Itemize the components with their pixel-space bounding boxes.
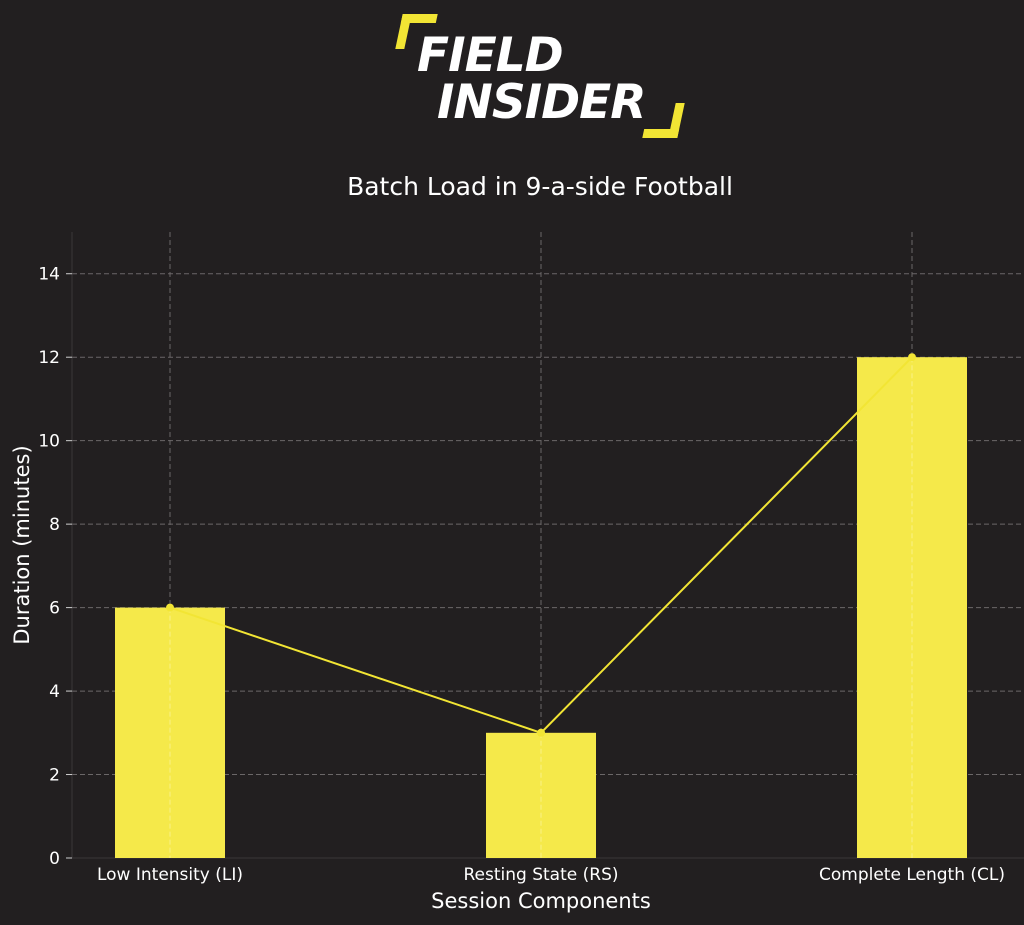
y-tick-label: 6 xyxy=(49,599,60,619)
chart-title: Batch Load in 9-a-side Football xyxy=(347,172,733,201)
y-tick-label: 14 xyxy=(38,265,60,285)
x-tick-label: Low Intensity (LI) xyxy=(97,865,243,885)
logo-text-line1: FIELD xyxy=(417,28,564,83)
y-tick-label: 0 xyxy=(49,849,60,869)
y-tick-label: 2 xyxy=(49,766,60,786)
field-insider-logo: FIELD INSIDER xyxy=(395,10,685,142)
series-point xyxy=(908,353,916,362)
y-tick-label: 10 xyxy=(38,432,60,452)
x-axis-label: Session Components xyxy=(431,889,651,913)
y-tick-label: 12 xyxy=(38,348,60,368)
y-axis-label: Duration (minutes) xyxy=(10,445,34,644)
x-tick-label: Resting State (RS) xyxy=(464,865,619,885)
series-point xyxy=(537,728,545,737)
y-tick-label: 8 xyxy=(49,515,60,535)
logo-text-line2: INSIDER xyxy=(437,75,646,130)
y-tick-label: 4 xyxy=(49,682,60,702)
series-point xyxy=(166,603,174,612)
x-tick-label: Complete Length (CL) xyxy=(819,865,1005,885)
